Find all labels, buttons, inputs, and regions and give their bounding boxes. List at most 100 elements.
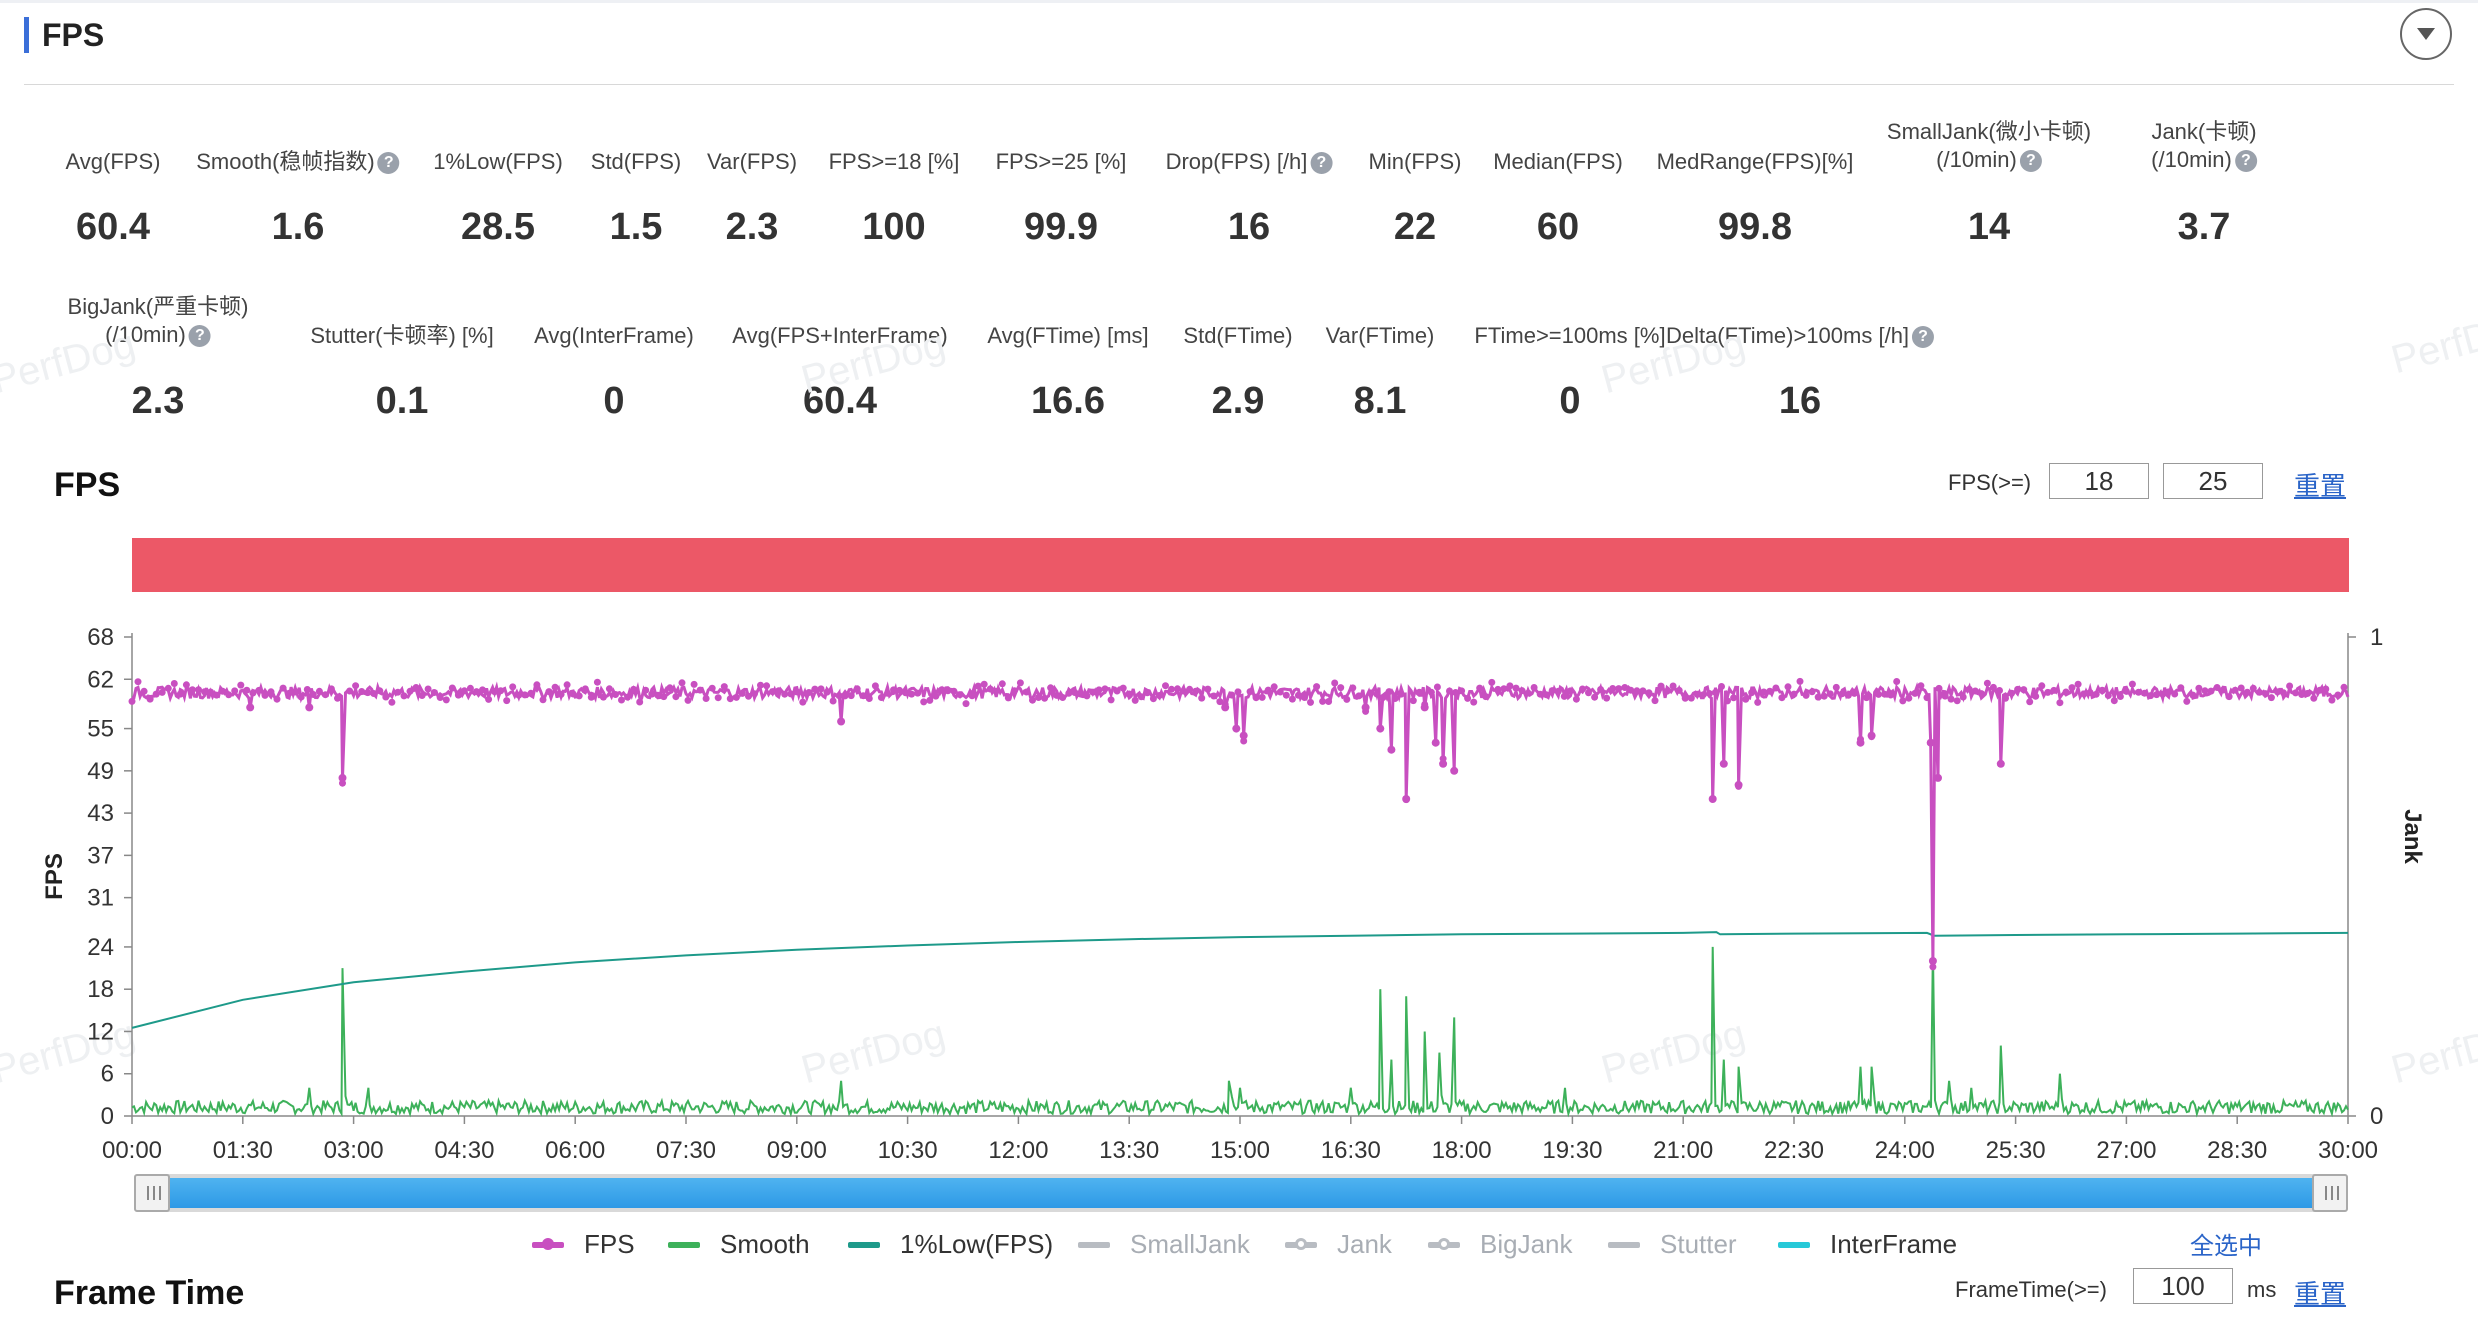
fps-point xyxy=(1125,690,1133,698)
fps-point xyxy=(2062,688,2070,696)
fps-point xyxy=(128,697,136,705)
metric-value: 1.6 xyxy=(271,206,325,248)
metric: Var(FPS) 2.3 xyxy=(707,148,797,248)
fps-point xyxy=(545,688,553,696)
help-icon[interactable]: ? xyxy=(2019,150,2042,173)
fps-point xyxy=(237,681,245,689)
fps-point xyxy=(944,687,952,695)
fps-point xyxy=(1554,687,1562,695)
x-tick-label: 25:30 xyxy=(1986,1137,2046,1164)
metric-value: 2.3 xyxy=(725,206,779,248)
fps-point xyxy=(400,692,408,700)
metric-label: Avg(FPS+InterFrame) xyxy=(732,322,947,350)
metric-label-unit-text: (/10min) xyxy=(1936,147,2017,172)
fps-point xyxy=(968,692,976,700)
range-handle-left[interactable] xyxy=(134,1174,170,1212)
fps-point xyxy=(1433,683,1441,691)
metric: Median(FPS) 60 xyxy=(1493,148,1623,248)
fps-point xyxy=(1113,687,1121,695)
fps-point xyxy=(2147,692,2155,700)
metric-value: 0 xyxy=(603,380,625,422)
metric-label: Avg(InterFrame) xyxy=(534,322,694,350)
fps-point xyxy=(1947,695,1955,703)
fps-threshold-band xyxy=(132,538,2349,592)
y-tick-label: 62 xyxy=(87,666,114,693)
help-icon[interactable]: ? xyxy=(2234,150,2257,173)
x-tick-label: 24:00 xyxy=(1875,1137,1935,1164)
fps-point xyxy=(2280,689,2287,697)
fps-point xyxy=(2153,691,2161,699)
fps-point xyxy=(2050,686,2058,694)
help-icon[interactable]: ? xyxy=(1912,326,1935,349)
metric-label-text: Delta(FTime)>100ms [/h] xyxy=(1665,323,1910,348)
metric-label-text: SmallJank(微小卡顿) xyxy=(1886,119,2092,144)
fps-point xyxy=(1240,737,1248,745)
fps-point xyxy=(605,685,613,693)
fps-reset-link[interactable]: 重置 xyxy=(2294,471,2347,501)
metric: BigJank(严重卡顿) (/10min)? 2.3 xyxy=(68,293,249,422)
metric-value: 22 xyxy=(1393,206,1437,248)
metric: Var(FTime) 8.1 xyxy=(1326,322,1435,422)
fps-point xyxy=(1276,688,1284,696)
legend-label: SmallJank xyxy=(1130,1229,1250,1259)
fps-point xyxy=(2286,682,2294,690)
metric-label-text: Avg(FPS+InterFrame) xyxy=(732,323,948,348)
fps-point xyxy=(926,696,934,704)
fps-point xyxy=(309,691,317,698)
fps-point xyxy=(1621,684,1629,691)
fps-point xyxy=(1548,687,1556,695)
fps-point xyxy=(769,688,777,696)
help-icon[interactable]: ? xyxy=(1310,152,1333,175)
metric-label-text: 1%Low(FPS) xyxy=(433,149,563,174)
metric-label-unit: (/10min)? xyxy=(1887,146,2091,174)
fps-threshold-input-1[interactable]: 18 xyxy=(2049,463,2149,499)
fps-point xyxy=(1035,694,1042,701)
metric-value: 100 xyxy=(862,206,926,248)
fps-point xyxy=(394,688,402,696)
fps-point xyxy=(1724,697,1731,705)
metric-label: Avg(FTime) [ms] xyxy=(987,322,1148,350)
time-range-selection[interactable] xyxy=(170,1178,2322,1208)
fps-threshold-input-2[interactable]: 25 xyxy=(2163,463,2263,499)
fps-point xyxy=(793,688,801,696)
fps-point xyxy=(2195,684,2203,692)
metric: SmallJank(微小卡顿) (/10min)? 14 xyxy=(1886,118,2092,248)
x-tick-label: 21:00 xyxy=(1653,1137,1713,1164)
select-all-link[interactable]: 全选中 xyxy=(2190,1233,2262,1260)
help-icon[interactable]: ? xyxy=(188,325,211,348)
fps-point xyxy=(1500,685,1508,693)
fps-point xyxy=(1047,684,1055,692)
fps-point xyxy=(1826,690,1834,698)
help-icon[interactable]: ? xyxy=(377,152,400,175)
fps-point xyxy=(1850,689,1858,697)
y-tick-label: 0 xyxy=(101,1103,114,1130)
collapse-button[interactable] xyxy=(2400,8,2452,60)
metric-label-text: Avg(FPS) xyxy=(65,149,161,174)
fps-point xyxy=(871,682,879,690)
metric-value: 0 xyxy=(1559,380,1581,422)
fps-point xyxy=(485,695,493,703)
fps-point xyxy=(908,690,916,698)
fps-point xyxy=(1941,692,1949,700)
fps-point xyxy=(1560,692,1568,700)
frametime-threshold-input[interactable]: 100 xyxy=(2133,1268,2233,1304)
x-tick-label: 04:30 xyxy=(434,1137,494,1164)
fps-point xyxy=(1566,687,1574,695)
fps-point xyxy=(412,684,420,691)
fps-point xyxy=(890,686,897,694)
fps-point xyxy=(2110,697,2118,705)
fps-point xyxy=(956,691,964,699)
fps-point xyxy=(509,683,517,691)
fps-point xyxy=(1168,685,1175,693)
fps-point xyxy=(1023,688,1030,696)
fps-point xyxy=(2328,696,2336,704)
frametime-reset-link[interactable]: 重置 xyxy=(2294,1279,2347,1309)
fps-point xyxy=(775,687,783,695)
range-handle-right[interactable] xyxy=(2312,1174,2348,1212)
metric: Avg(FPS+InterFrame) 60.4 xyxy=(732,322,947,422)
fps-point xyxy=(1977,690,1985,698)
fps-point xyxy=(2292,689,2300,697)
metric-label-text: Avg(FTime) [ms] xyxy=(987,323,1149,348)
fps-dip-point xyxy=(1934,773,1942,782)
metric: Jank(卡顿) (/10min)? 3.7 xyxy=(2151,118,2257,248)
